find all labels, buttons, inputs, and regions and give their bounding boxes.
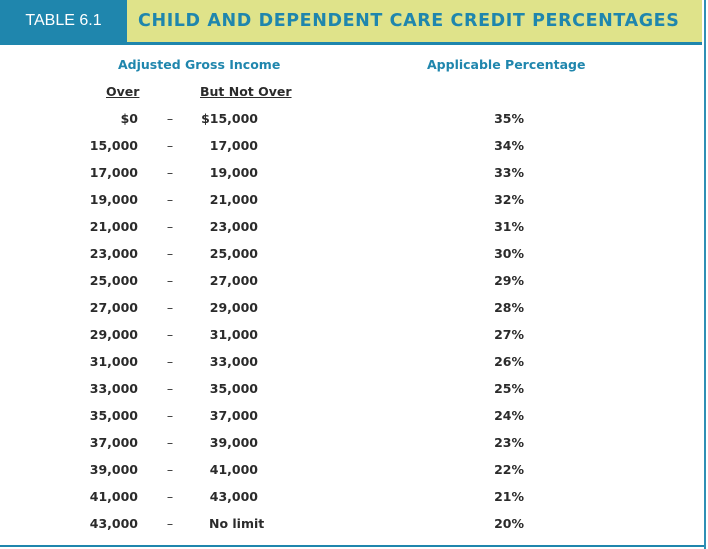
range-dash: – — [166, 354, 174, 369]
table-row: 31,000 – 33,000 26% — [0, 353, 702, 380]
table-row: 39,000 – 41,000 22% — [0, 461, 702, 488]
table-number-tag: TABLE 6.1 — [0, 0, 127, 42]
range-dash: – — [166, 192, 174, 207]
over-cell: 17,000 — [89, 165, 138, 180]
but-not-over-subheader: But Not Over — [200, 84, 292, 99]
percentage-cell: 20% — [494, 516, 524, 531]
over-cell: 39,000 — [89, 462, 138, 477]
range-dash: – — [166, 219, 174, 234]
percentage-cell: 31% — [494, 219, 524, 234]
but-not-over-cell: 27,000 — [209, 273, 258, 288]
table-row: 25,000 – 27,000 29% — [0, 272, 702, 299]
table-row: 33,000 – 35,000 25% — [0, 380, 702, 407]
but-not-over-cell: 23,000 — [209, 219, 258, 234]
but-not-over-cell: 35,000 — [209, 381, 258, 396]
percentage-cell: 24% — [494, 408, 524, 423]
over-cell: 33,000 — [89, 381, 138, 396]
but-not-over-cell: 19,000 — [209, 165, 258, 180]
percentage-cell: 35% — [494, 111, 524, 126]
over-cell: 31,000 — [89, 354, 138, 369]
table-row: 17,000 – 19,000 33% — [0, 164, 702, 191]
table-row: 37,000 – 39,000 23% — [0, 434, 702, 461]
range-dash: – — [166, 111, 174, 126]
over-cell: 23,000 — [89, 246, 138, 261]
but-not-over-cell: 31,000 — [209, 327, 258, 342]
table-body: $0– $15,000 35% 15,000–17,000 34% 17,000–19,0… — [0, 110, 702, 542]
range-dash: – — [166, 300, 174, 315]
range-dash: – — [166, 327, 174, 342]
over-cell: 41,000 — [89, 489, 138, 504]
percentage-cell: 22% — [494, 462, 524, 477]
over-cell: 21,000 — [89, 219, 138, 234]
range-dash: – — [166, 435, 174, 450]
percentage-column-header: Applicable Percentage — [427, 57, 586, 72]
table-title: CHILD AND DEPENDENT CARE CREDIT PERCENTA… — [138, 11, 680, 31]
percentage-cell: 30% — [494, 246, 524, 261]
range-dash: – — [166, 408, 174, 423]
range-dash: – — [166, 273, 174, 288]
table-row: $0 – $15,000 35% — [0, 110, 702, 137]
but-not-over-cell: 33,000 — [209, 354, 258, 369]
percentage-cell: 27% — [494, 327, 524, 342]
but-not-over-cell: 41,000 — [209, 462, 258, 477]
but-not-over-cell: 29,000 — [209, 300, 258, 315]
table-row: 29,000 – 31,000 27% — [0, 326, 702, 353]
range-dash: – — [166, 462, 174, 477]
table-row: 23,000 – 25,000 30% — [0, 245, 702, 272]
percentage-cell: 32% — [494, 192, 524, 207]
range-dash: – — [166, 516, 174, 531]
over-subheader: Over — [106, 84, 140, 99]
but-not-over-cell: 21,000 — [209, 192, 258, 207]
percentage-cell: 34% — [494, 138, 524, 153]
percentage-cell: 21% — [494, 489, 524, 504]
but-not-over-cell: 39,000 — [209, 435, 258, 450]
but-not-over-cell: 43,000 — [209, 489, 258, 504]
but-not-over-cell: 25,000 — [209, 246, 258, 261]
over-cell: 37,000 — [89, 435, 138, 450]
table-row: 19,000 – 21,000 32% — [0, 191, 702, 218]
table-row: 21,000 – 23,000 31% — [0, 218, 702, 245]
but-not-over-cell: No limit — [209, 516, 265, 531]
but-not-over-cell: 17,000 — [209, 138, 258, 153]
table-row: 27,000 – 29,000 28% — [0, 299, 702, 326]
over-cell: 19,000 — [89, 192, 138, 207]
over-cell: 15,000 — [89, 138, 138, 153]
percentage-cell: 28% — [494, 300, 524, 315]
percentage-cell: 29% — [494, 273, 524, 288]
bottom-divider — [0, 545, 704, 547]
range-dash: – — [166, 138, 174, 153]
but-not-over-cell: $15,000 — [201, 111, 258, 126]
percentage-cell: 33% — [494, 165, 524, 180]
over-cell: 35,000 — [89, 408, 138, 423]
over-cell: 29,000 — [89, 327, 138, 342]
table-row: 43,000 – No limit 20% — [0, 515, 702, 542]
header-divider — [0, 42, 702, 45]
percentage-cell: 23% — [494, 435, 524, 450]
over-cell: $0 — [120, 111, 138, 126]
range-dash: – — [166, 246, 174, 261]
range-dash: – — [166, 381, 174, 396]
table-row: 35,000 – 37,000 24% — [0, 407, 702, 434]
range-dash: – — [166, 165, 174, 180]
table-row: 15,000 – 17,000 34% — [0, 137, 702, 164]
range-dash: – — [166, 489, 174, 504]
percentage-cell: 26% — [494, 354, 524, 369]
over-cell: 43,000 — [89, 516, 138, 531]
percentage-cell: 25% — [494, 381, 524, 396]
table-row: 41,000 – 43,000 21% — [0, 488, 702, 515]
over-cell: 27,000 — [89, 300, 138, 315]
but-not-over-cell: 37,000 — [209, 408, 258, 423]
agi-column-header: Adjusted Gross Income — [118, 57, 281, 72]
over-cell: 25,000 — [89, 273, 138, 288]
